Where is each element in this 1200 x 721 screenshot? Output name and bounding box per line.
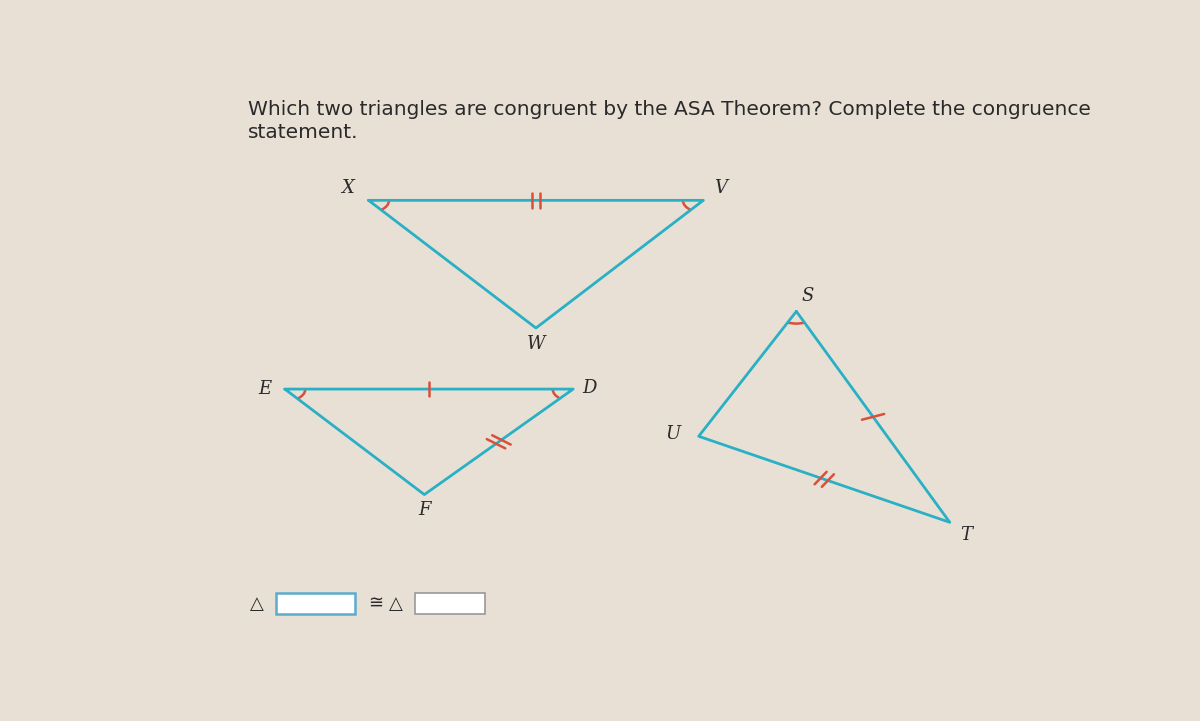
Text: V: V <box>714 179 726 197</box>
Text: T: T <box>960 526 972 544</box>
FancyBboxPatch shape <box>276 593 355 614</box>
Text: W: W <box>527 335 545 353</box>
FancyBboxPatch shape <box>415 593 485 614</box>
Text: U: U <box>665 425 680 443</box>
Text: D: D <box>583 379 598 397</box>
Text: F: F <box>418 501 431 519</box>
Text: Which two triangles are congruent by the ASA Theorem? Complete the congruence: Which two triangles are congruent by the… <box>247 100 1091 120</box>
Text: △: △ <box>389 595 403 613</box>
Text: ≅: ≅ <box>368 595 384 613</box>
Text: X: X <box>342 179 354 197</box>
Text: statement.: statement. <box>247 123 358 141</box>
Text: E: E <box>258 380 271 398</box>
Text: △: △ <box>250 595 263 613</box>
Text: S: S <box>802 287 814 305</box>
